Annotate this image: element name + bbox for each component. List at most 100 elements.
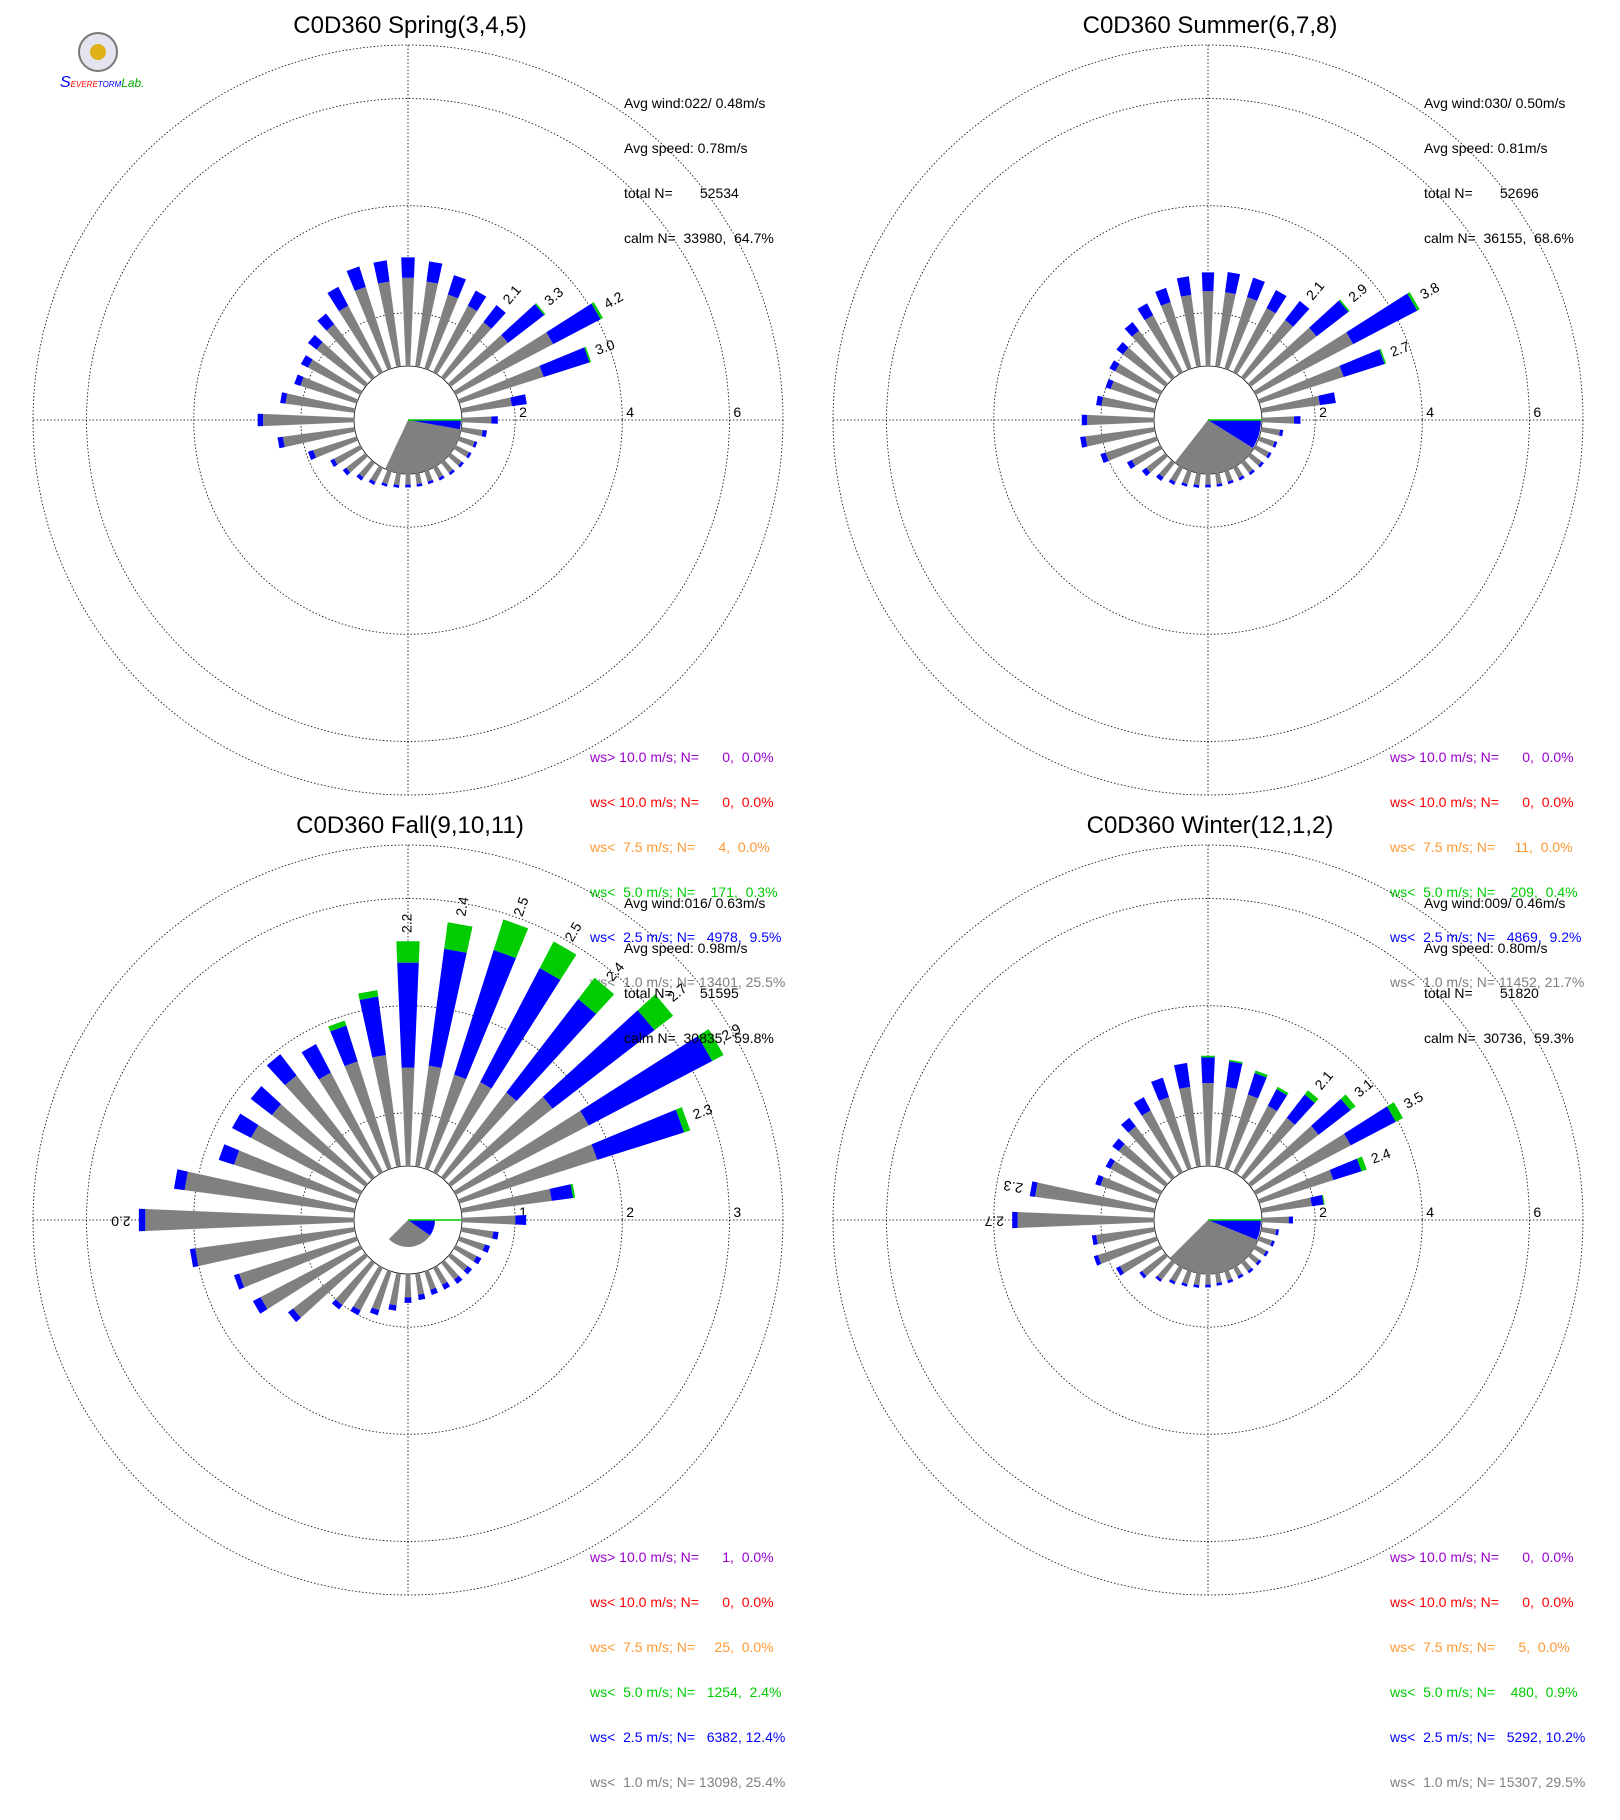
bar-segment-blue bbox=[1205, 484, 1211, 488]
bar-segment-blue bbox=[1311, 1098, 1351, 1135]
bar-segment-blue bbox=[1286, 1094, 1315, 1125]
bar-segment-gray bbox=[415, 1065, 442, 1168]
bar-segment-blue bbox=[1248, 469, 1255, 476]
bar-segment-blue bbox=[549, 1184, 574, 1201]
ring-tick-label: 6 bbox=[733, 404, 741, 420]
bar-segment-gray bbox=[1182, 469, 1192, 485]
calm-sector-gray bbox=[1174, 420, 1254, 475]
bar-segment-blue bbox=[346, 266, 366, 291]
bar-segment-gray bbox=[415, 1272, 425, 1295]
bar-segment-blue bbox=[454, 949, 516, 1079]
bar-segment-blue bbox=[233, 1273, 245, 1290]
bar-segment-blue bbox=[307, 334, 323, 350]
bar-segment-gray bbox=[457, 436, 475, 447]
bar-segment-green bbox=[1356, 1156, 1367, 1172]
bar-segment-blue bbox=[463, 1266, 473, 1275]
stats-box: Avg wind:009/ 0.46m/s Avg speed: 0.80m/s… bbox=[1424, 866, 1574, 1076]
bar-segment-blue bbox=[546, 303, 601, 345]
bar-segment-blue bbox=[1225, 1061, 1243, 1089]
bar-segment-blue bbox=[1272, 441, 1278, 448]
bar-segment-blue bbox=[1309, 300, 1349, 337]
legend-gt10: ws> 10.0 m/s; N= 1, 0.0% bbox=[590, 1549, 774, 1565]
legend-gt10: ws> 10.0 m/s; N= 0, 0.0% bbox=[590, 749, 774, 765]
bar-segment-gray bbox=[1233, 1265, 1243, 1277]
bar-segment-gray bbox=[1260, 395, 1320, 413]
ring-tick-label: 2 bbox=[1319, 404, 1327, 420]
bar-segment-gray bbox=[1115, 363, 1163, 395]
bar-segment-blue bbox=[1329, 1158, 1362, 1181]
bar-segment-gray bbox=[1101, 396, 1156, 413]
bar-segment-blue bbox=[257, 413, 264, 427]
bar-segment-gray bbox=[145, 1208, 355, 1232]
bar-segment-blue bbox=[331, 1299, 343, 1310]
bar-segment-gray bbox=[460, 427, 483, 437]
bar-segment-gray bbox=[1179, 1086, 1201, 1168]
bar-segment-blue bbox=[1181, 1282, 1188, 1287]
bar-segment-gray bbox=[440, 1092, 517, 1181]
speed-legend: ws> 10.0 m/s; N= 0, 0.0% ws< 10.0 m/s; N… bbox=[1390, 1520, 1585, 1820]
bar-segment-gray bbox=[1205, 1273, 1211, 1285]
windrose-chart-spring: 2 4 6 2.1 3.3 4.2 3.0 bbox=[32, 44, 784, 796]
calm-sector-gray bbox=[1169, 1220, 1259, 1274]
bar-segment-gray bbox=[1144, 315, 1183, 375]
bar-segment-gray bbox=[1146, 452, 1169, 473]
calm-sector-blue bbox=[1208, 420, 1261, 449]
legend-lt1: ws< 1.0 m/s; N= 13098, 25.4% bbox=[590, 1774, 786, 1790]
bar-segment-blue bbox=[492, 1231, 499, 1240]
legend-gt10: ws> 10.0 m/s; N= 0, 0.0% bbox=[1390, 1549, 1574, 1565]
bar-segment-gray bbox=[195, 1227, 356, 1267]
bar-segment-gray bbox=[1160, 302, 1192, 371]
bar-segment-blue bbox=[231, 1113, 259, 1138]
bar-segment-gray bbox=[1157, 1259, 1176, 1280]
bar-segment-green bbox=[1229, 1059, 1243, 1064]
bar-segment-green bbox=[534, 303, 546, 316]
bar-segment-blue bbox=[1258, 461, 1264, 468]
ring-tick-label: 4 bbox=[1426, 404, 1434, 420]
bar-segment-blue bbox=[542, 1010, 655, 1109]
bar-segment-blue bbox=[1344, 1106, 1396, 1146]
bar-segment-green bbox=[591, 302, 604, 320]
bar-segment-blue bbox=[1193, 1284, 1200, 1288]
bar-segment-gray bbox=[1110, 1160, 1163, 1195]
bar-total-label: 3.5 bbox=[1401, 1088, 1426, 1112]
bar-segment-blue bbox=[405, 484, 411, 488]
bar-segment-blue bbox=[1216, 483, 1223, 487]
bar-segment-green bbox=[1304, 1090, 1319, 1103]
legend-lt10: ws< 10.0 m/s; N= 0, 0.0% bbox=[590, 1594, 774, 1610]
bar-segment-gray bbox=[284, 1075, 376, 1181]
legend-lt2-5: ws< 2.5 m/s; N= 5292, 10.2% bbox=[1390, 1729, 1586, 1745]
legend-lt1: ws< 1.0 m/s; N= 11452, 21.7% bbox=[1390, 974, 1585, 990]
bar-segment-blue bbox=[1266, 290, 1287, 314]
bar-segment-blue bbox=[300, 355, 313, 368]
bar-segment-blue bbox=[1267, 1089, 1288, 1112]
ring-tick-label: 1 bbox=[519, 1204, 527, 1220]
calm-count: calm N= 30835, 59.8% bbox=[624, 1030, 774, 1046]
severe-storm-lab-logo: SEVERETORMLab. bbox=[60, 32, 150, 92]
bar-segment-green bbox=[1379, 348, 1387, 364]
legend-lt1: ws< 1.0 m/s; N= 15307, 29.5% bbox=[1390, 1774, 1586, 1790]
bar-segment-gray bbox=[1257, 1169, 1334, 1204]
bar-segment-blue bbox=[1318, 392, 1336, 406]
bar-segment-blue bbox=[1247, 1073, 1267, 1099]
bar-segment-blue bbox=[1105, 379, 1114, 390]
bar-segment-gray bbox=[300, 376, 359, 404]
bar-segment-gray bbox=[263, 413, 355, 427]
bar-segment-blue bbox=[1279, 429, 1284, 437]
bar-segment-blue bbox=[1339, 349, 1385, 377]
chart-title: C0D360 Summer(6,7,8) bbox=[1082, 12, 1338, 39]
bar-total-label: 2.0 bbox=[111, 1213, 131, 1229]
bar-segment-green bbox=[1407, 292, 1420, 311]
bar-total-label: 2.7 bbox=[984, 1213, 1004, 1229]
bar-segment-gray bbox=[307, 359, 363, 395]
bar-segment-gray bbox=[260, 1245, 363, 1310]
bar-segment-gray bbox=[1215, 472, 1222, 485]
legend-lt2-5: ws< 2.5 m/s; N= 4869, 9.2% bbox=[1390, 929, 1582, 945]
calm-sector-blue bbox=[408, 420, 461, 430]
bar-segment-gray bbox=[453, 1245, 477, 1262]
bar-segment-blue bbox=[1081, 414, 1088, 426]
bar-segment-blue bbox=[473, 1255, 482, 1265]
bar-segment-gray bbox=[401, 1067, 415, 1167]
bar-segment-blue bbox=[1176, 276, 1192, 297]
legend-lt7-5: ws< 7.5 m/s; N= 25, 0.0% bbox=[590, 1639, 774, 1655]
bar-segment-blue bbox=[1266, 451, 1272, 459]
